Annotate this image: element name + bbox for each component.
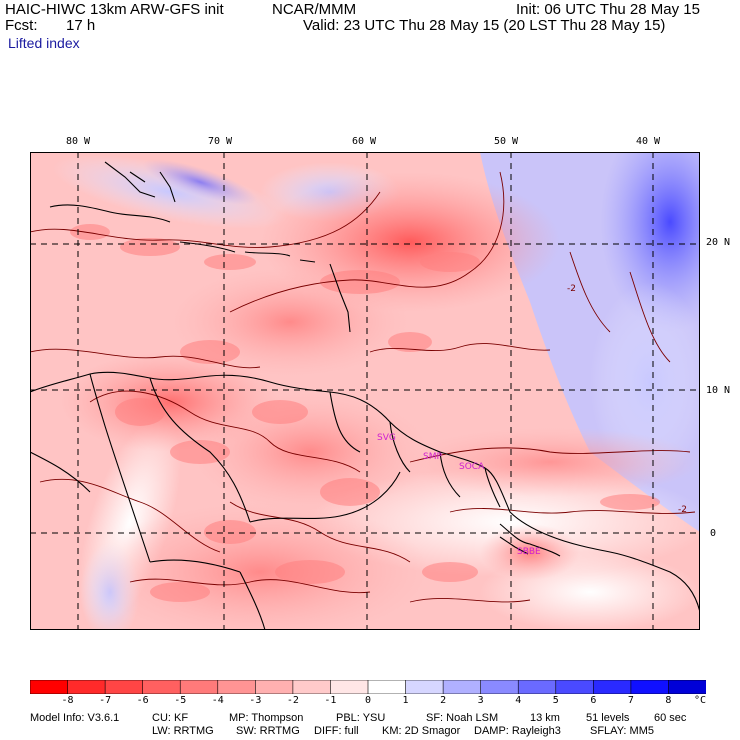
contour-lines [30,171,696,603]
colorbar-tick-label: 8 [665,695,672,706]
station-svg: SVG [377,433,396,443]
colorbar-swatch [555,680,595,694]
forecast-hour: 17 h [66,17,96,34]
colorbar-tick-label: -4 [211,695,224,706]
microphysics-scheme: MP: Thompson [229,712,304,724]
diffusion-option: DIFF: full [314,725,359,737]
colorbar-tick-label: -5 [174,695,187,706]
colorbar-swatch [367,680,407,694]
colorbar-tick-label: 6 [590,695,597,706]
colorbar-swatch [292,680,332,694]
colorbar-swatch [593,680,632,694]
colorbar-tick-label: -3 [249,695,262,706]
stable-streak-nw-core [142,159,258,205]
colorbar-swatch [255,680,294,694]
organization-label: NCAR/MMM [272,1,357,18]
colorbar-tick-label: 5 [552,695,559,706]
colorbar-swatch [480,680,520,694]
valid-time: Valid: 23 UTC Thu 28 May 15 (20 LST Thu … [303,17,666,34]
colorbar-swatch [104,680,144,694]
contour-label: -2 [567,284,576,294]
vertical-levels: 51 levels [586,712,630,724]
colorbar-swatch [517,680,557,694]
colorbar [30,680,706,694]
colorbar-swatch [330,680,369,694]
unstable-band-equatorial [400,427,700,497]
surface-scheme: SF: Noah LSM [426,712,499,724]
lat-label-equator: 0 [710,528,717,539]
station-sbbe: SBBE [517,547,541,557]
damping-option: DAMP: Rayleigh3 [474,725,561,737]
colorbar-tick-label: 7 [627,695,634,706]
colorbar-tick-label: -1 [324,695,337,706]
lat-lon-grid [30,152,700,630]
lon-label-60w: 60 W [352,136,377,147]
colorbar-swatch [217,680,257,694]
lat-label-20n: 20 N [706,237,731,248]
colorbar-swatch [668,680,706,694]
lon-label-70w: 70 W [208,136,233,147]
colorbar-swatch [405,680,444,694]
lon-label-50w: 50 W [494,136,519,147]
cumulus-scheme: CU: KF [152,712,189,724]
resolution: 13 km [530,712,560,724]
colorbar-tick-label: -6 [136,695,149,706]
lon-label-80w: 80 W [66,136,91,147]
shortwave-scheme: SW: RRTMG [236,725,300,737]
colorbar-swatch [179,680,219,694]
time-step: 60 sec [654,712,687,724]
station-smp: SMP [423,452,442,462]
init-time: Init: 06 UTC Thu 28 May 15 [516,1,700,18]
model-title: HAIC-HIWC 13km ARW-GFS init [5,1,224,18]
colorbar-swatch [67,680,106,694]
colorbar-tick-label: -7 [99,695,112,706]
colorbar-tick-label: 4 [515,695,522,706]
colorbar-swatch [630,680,670,694]
stable-streak-nw [52,154,288,230]
surface-layer-option: SFLAY: MM5 [590,725,654,737]
station-markers: SVG SMP SOCA SBBE [377,433,541,557]
contour-label-east: -2 [678,505,687,515]
station-soca: SOCA [459,462,485,472]
lifted-index-map[interactable]: -2 -2 [30,152,700,630]
km-option: KM: 2D Smagor [382,725,461,737]
convective-cells [70,224,660,602]
longwave-scheme: LW: RRTMG [152,725,214,737]
lon-label-40w: 40 W [636,136,661,147]
map-frame [30,152,700,630]
colorbar-tick-label: -2 [286,695,299,706]
stable-core-east [600,152,700,332]
pbl-scheme: PBL: YSU [336,712,386,724]
colorbar-swatch [30,680,69,694]
colorbar-unit: °C [693,695,707,706]
forecast-label: Fcst: [5,17,38,34]
colorbar-tick-label: 3 [477,695,484,706]
lat-label-10n: 10 N [706,385,731,396]
colorbar-tick-label: 2 [440,695,447,706]
colorbar-swatch [442,680,482,694]
colorbar-tick-label: 0 [364,695,372,706]
colorbar-swatch [142,680,182,694]
colorbar-tick-label: -8 [61,695,74,706]
field-name: Lifted index [8,35,80,51]
colorbar-tick-label: 1 [402,695,409,706]
model-info: Model Info: V3.6.1 [30,712,120,724]
